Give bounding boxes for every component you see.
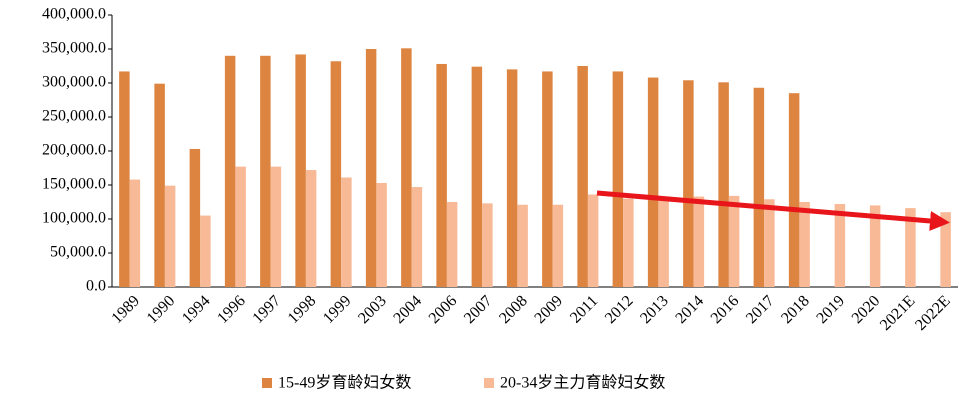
x-tick-label: 2016 (708, 292, 743, 327)
bar (224, 55, 236, 287)
x-tick-label: 2012 (602, 292, 637, 327)
bar (612, 71, 624, 287)
bar (189, 148, 201, 287)
y-tick-label: 100,000.0 (42, 210, 106, 227)
bar (552, 204, 564, 287)
bar (799, 202, 810, 287)
y-tick-label: 250,000.0 (42, 108, 106, 125)
bar (577, 66, 588, 287)
x-tick-label: 1994 (179, 292, 214, 327)
x-tick-label: 2011 (567, 292, 601, 326)
y-tick-label: 50,000.0 (50, 244, 106, 261)
x-tick-label: 2021E (877, 292, 919, 334)
y-tick-label: 0.0 (86, 278, 106, 295)
bar (401, 48, 412, 287)
bar (341, 177, 352, 287)
bar (200, 215, 211, 287)
bar (164, 185, 176, 287)
x-tick-label: 1996 (214, 292, 249, 327)
bar (517, 204, 528, 287)
bar (728, 195, 740, 287)
bar (834, 204, 846, 287)
bar (764, 199, 775, 287)
bar (129, 179, 141, 287)
legend-label: 15-49岁育龄妇女数 (278, 373, 411, 392)
x-tick-label: 2003 (355, 292, 390, 327)
x-tick-label: 2014 (672, 292, 707, 327)
bar (905, 208, 916, 287)
x-tick-label: 2017 (743, 292, 778, 327)
x-tick-label: 2004 (390, 292, 425, 327)
x-tick-label: 2009 (531, 292, 566, 327)
bar (270, 166, 282, 287)
bar (788, 93, 800, 287)
bar (119, 71, 130, 287)
bar (436, 63, 447, 288)
y-tick-label: 300,000.0 (42, 74, 106, 91)
bar (330, 61, 342, 287)
bar (446, 202, 458, 287)
bar (506, 69, 518, 288)
bar (305, 170, 317, 287)
x-tick-label: 2018 (778, 292, 813, 327)
bar (411, 187, 423, 287)
x-tick-label: 1990 (144, 292, 179, 327)
bar (235, 166, 246, 287)
bar (718, 82, 729, 287)
bar (365, 49, 377, 287)
x-tick-label: 1997 (249, 292, 284, 327)
bar (295, 54, 306, 287)
legend-swatch (262, 378, 272, 388)
bar (647, 77, 659, 287)
x-tick-label: 2013 (637, 292, 672, 327)
y-tick-label: 150,000.0 (42, 176, 106, 193)
bar (471, 66, 483, 288)
bar (154, 83, 165, 288)
bar (869, 205, 881, 287)
bar (623, 198, 634, 287)
y-tick-label: 350,000.0 (42, 40, 106, 57)
legend-label: 20-34岁主力育龄妇女数 (500, 373, 665, 392)
x-tick-label: 2008 (496, 292, 531, 327)
bar (693, 196, 705, 287)
bar (658, 199, 669, 287)
x-tick-label: 2006 (426, 292, 461, 327)
y-tick-label: 400,000.0 (42, 6, 106, 23)
x-tick-label: 2022E (912, 292, 954, 334)
trend-arrow (596, 190, 950, 231)
x-tick-label: 1989 (108, 292, 143, 327)
bar (753, 87, 765, 287)
bar (482, 203, 493, 287)
x-tick-label: 1998 (285, 292, 320, 327)
x-tick-label: 1999 (320, 292, 355, 327)
bar (376, 182, 387, 287)
bar (940, 212, 951, 287)
bar (260, 55, 271, 287)
legend-swatch (484, 378, 494, 388)
y-tick-label: 200,000.0 (42, 142, 106, 159)
bar (542, 71, 553, 287)
x-tick-label: 2019 (813, 292, 848, 327)
bar (587, 194, 599, 287)
x-tick-label: 2007 (461, 292, 496, 327)
bar (683, 80, 694, 287)
